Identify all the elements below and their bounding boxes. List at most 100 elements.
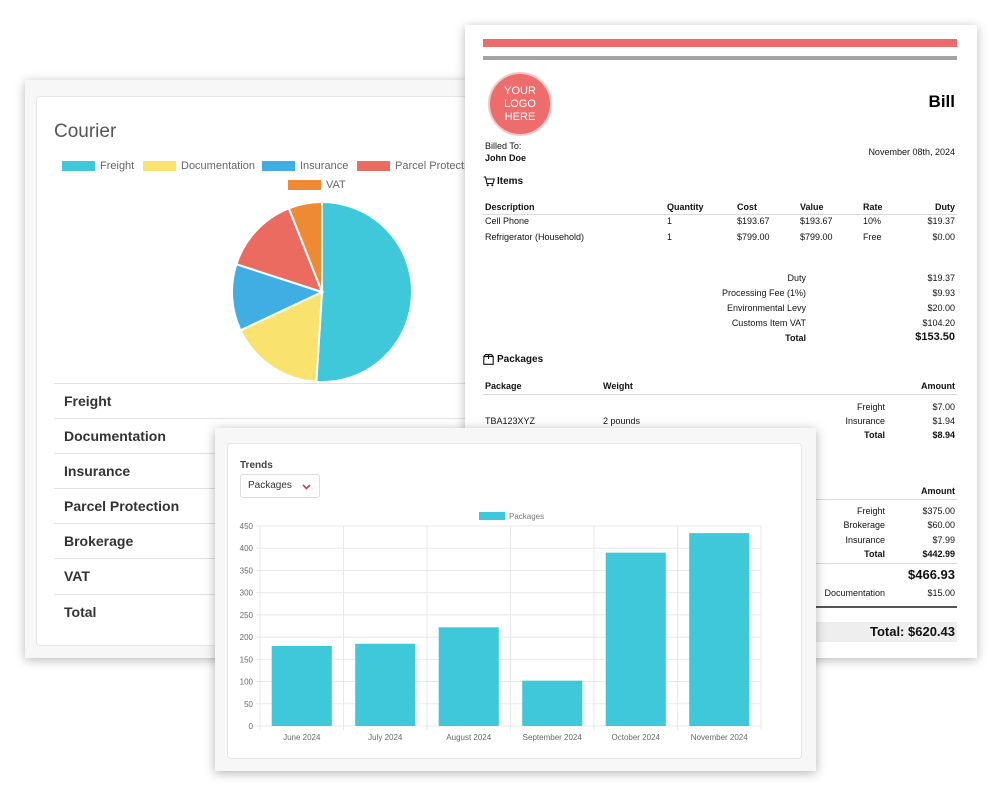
pie-slice-freight[interactable] xyxy=(315,200,413,383)
bar-september-2024[interactable] xyxy=(522,680,583,726)
cart-icon xyxy=(483,176,495,187)
courier-row-documentation: Documentation xyxy=(54,418,469,453)
trends-bar-chart: Packages 0 50 100 150 200 250 300 350 400 450 June … xyxy=(240,512,762,742)
item-cell: 1 xyxy=(667,232,673,242)
charges-header-amount: Amount xyxy=(921,486,955,496)
pie-slice-insurance[interactable] xyxy=(231,262,325,332)
courier-title: Courier xyxy=(54,121,117,142)
item-cell: Refrigerator (Household) xyxy=(485,232,585,242)
bar-june-2024[interactable] xyxy=(271,646,332,726)
legend-swatch xyxy=(62,161,95,171)
billed-to-name: John Doe xyxy=(485,153,527,163)
x-tick-label: October 2024 xyxy=(612,733,661,742)
bill-date: November 08th, 2024 xyxy=(868,147,955,157)
package-weight: 2 pounds xyxy=(603,416,641,426)
legend-label: Insurance xyxy=(300,160,349,172)
packages-header-package: Package xyxy=(485,381,522,391)
legend-item-vat[interactable]: VAT xyxy=(288,179,346,191)
logo-placeholder: YOUR LOGO HERE xyxy=(488,72,552,136)
items-header-cost: Cost xyxy=(737,202,757,212)
summary-label: Processing Fee (1%) xyxy=(721,288,806,298)
legend-swatch-packages[interactable] xyxy=(479,512,505,520)
pie-slice-vat[interactable] xyxy=(287,200,323,293)
courier-card: Courier Freight Documentation Insurance … xyxy=(36,96,470,646)
summary-total-value: $153.50 xyxy=(915,331,955,343)
item-cell: $0.00 xyxy=(932,232,955,242)
chevron-down-icon xyxy=(302,476,311,507)
item-cell: 1 xyxy=(667,216,673,226)
grand-total: Total: $620.43 xyxy=(869,624,955,639)
charge-label: Freight xyxy=(856,506,885,516)
package-charge-label: Freight xyxy=(856,402,885,412)
summary-value: $104.20 xyxy=(922,318,955,328)
x-tick-label: July 2024 xyxy=(368,733,403,742)
legend-swatch xyxy=(288,180,321,190)
charges-total-divider xyxy=(810,563,957,564)
packages-header-weight: Weight xyxy=(603,381,633,391)
charge-total-label: Total xyxy=(864,549,885,559)
y-tick-label: 100 xyxy=(240,678,254,687)
packages-header-amount: Amount xyxy=(921,381,955,391)
documentation-label: Documentation xyxy=(824,588,885,598)
package-charge-total-label: Total xyxy=(864,430,885,440)
item-cell: Free xyxy=(863,232,882,242)
logo-text-line: HERE xyxy=(504,111,536,123)
charge-value: $7.99 xyxy=(932,535,955,545)
package-id: TBA123XYZ xyxy=(485,416,536,426)
courier-row-freight: Freight xyxy=(54,383,469,418)
item-cell: $193.67 xyxy=(800,216,833,226)
legend-item-freight[interactable]: Freight xyxy=(62,160,134,172)
charge-label: Insurance xyxy=(845,535,885,545)
documentation-value: $15.00 xyxy=(927,588,955,598)
item-cell: Cell Phone xyxy=(485,216,530,226)
logo-text-line: YOUR xyxy=(504,85,536,97)
logo-text-line: LOGO xyxy=(504,98,536,110)
package-charge-value: $7.00 xyxy=(932,402,955,412)
x-tick-label: August 2024 xyxy=(446,733,491,742)
x-tick-label: June 2024 xyxy=(283,733,321,742)
y-tick-label: 200 xyxy=(240,633,254,642)
charges-header-divider xyxy=(810,499,957,500)
package-charge-value: $1.94 xyxy=(932,416,955,426)
header-accent-bar xyxy=(483,39,957,47)
item-cell: $799.00 xyxy=(737,232,770,242)
items-header-quantity: Quantity xyxy=(667,202,704,212)
legend-label: Freight xyxy=(100,160,135,172)
items-section-title: Items xyxy=(483,176,523,187)
package-charge-label: Insurance xyxy=(845,416,885,426)
trends-title: Trends xyxy=(240,460,273,471)
pie-slice-parcel-protection[interactable] xyxy=(235,207,324,294)
legend-item-documentation[interactable]: Documentation xyxy=(143,160,255,172)
subtotal-value: $466.93 xyxy=(908,567,955,582)
y-tick-label: 0 xyxy=(249,722,254,731)
charge-total-value: $442.99 xyxy=(922,549,955,559)
pie-chart xyxy=(231,200,413,383)
summary-label: Environmental Levy xyxy=(726,303,806,313)
items-header-duty: Duty xyxy=(935,202,955,212)
trends-card: Trends Packages Packages 0 50 100 150 200 250 3… xyxy=(227,443,802,759)
bar-july-2024[interactable] xyxy=(355,643,416,726)
items-section-label: Items xyxy=(497,176,524,187)
legend-item-insurance[interactable]: Insurance xyxy=(262,160,348,172)
y-tick-label: 400 xyxy=(240,544,254,553)
legend-swatch xyxy=(262,161,295,171)
grand-total-box xyxy=(815,622,957,642)
summary-total-label: Total xyxy=(785,333,806,343)
pie-slice-documentation[interactable] xyxy=(239,290,324,383)
summary-value: $20.00 xyxy=(927,303,955,313)
bar-november-2024[interactable] xyxy=(689,533,750,726)
legend-label: Documentation xyxy=(181,160,255,172)
item-cell: $799.00 xyxy=(800,232,833,242)
trends-panel: Trends Packages Packages 0 50 100 150 200 250 3… xyxy=(215,428,816,771)
bar-august-2024[interactable] xyxy=(438,627,499,726)
bar-october-2024[interactable] xyxy=(605,552,666,726)
charge-value: $375.00 xyxy=(922,506,955,516)
legend-item-parcel-protection[interactable]: Parcel Protection xyxy=(357,160,469,172)
y-tick-label: 350 xyxy=(240,566,254,575)
metric-select[interactable]: Packages xyxy=(240,474,320,498)
metric-select-value: Packages xyxy=(248,480,292,491)
y-tick-label: 300 xyxy=(240,589,254,598)
charge-value: $60.00 xyxy=(927,520,955,530)
item-cell: $19.37 xyxy=(927,216,955,226)
y-tick-label: 450 xyxy=(240,522,254,531)
